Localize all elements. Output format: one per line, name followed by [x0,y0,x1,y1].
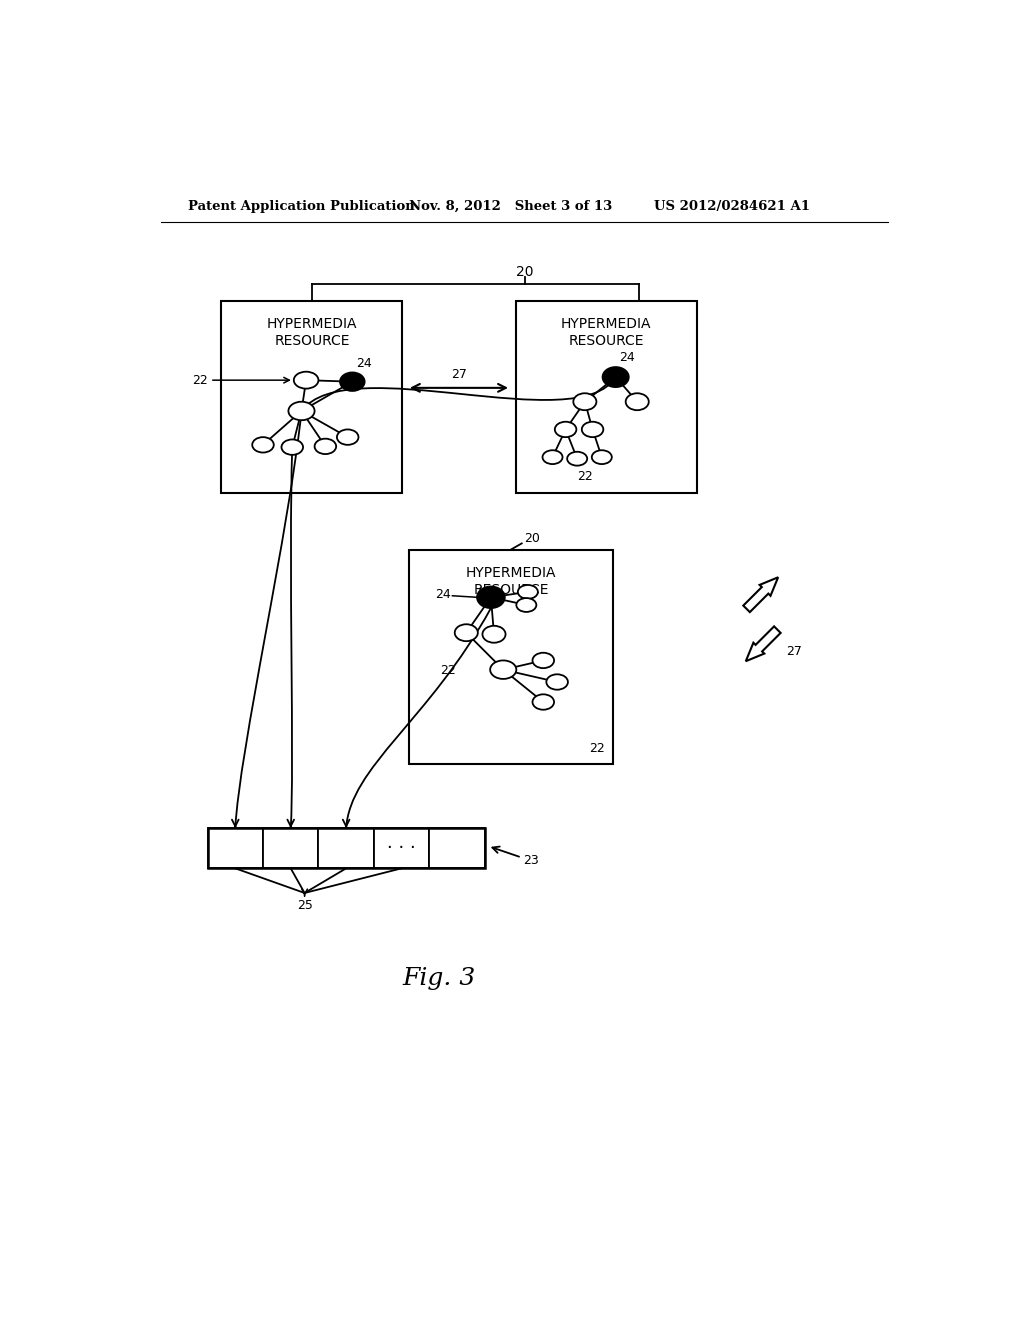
Text: 23: 23 [523,854,539,867]
Text: 25: 25 [297,899,312,912]
Text: 24: 24 [620,351,635,364]
Text: 27: 27 [786,644,802,657]
Polygon shape [745,627,780,661]
Ellipse shape [547,675,568,689]
Text: 20: 20 [524,532,541,545]
Text: 20: 20 [516,265,534,280]
Text: Nov. 8, 2012   Sheet 3 of 13: Nov. 8, 2012 Sheet 3 of 13 [410,199,612,213]
Ellipse shape [532,694,554,710]
Ellipse shape [592,450,611,465]
Ellipse shape [294,372,318,388]
Text: US 2012/0284621 A1: US 2012/0284621 A1 [654,199,810,213]
Ellipse shape [477,586,505,609]
Bar [221,301,402,494]
Ellipse shape [555,422,577,437]
Text: 24: 24 [435,587,451,601]
Text: RESOURCE: RESOURCE [568,334,644,348]
Ellipse shape [337,429,358,445]
Ellipse shape [573,393,596,411]
Text: Fig. 3: Fig. 3 [402,968,475,990]
Bar [318,829,374,869]
Bar [208,829,484,869]
Bar [263,829,318,869]
Ellipse shape [490,660,516,678]
Ellipse shape [455,624,478,642]
Ellipse shape [314,438,336,454]
Bar [208,829,263,869]
Ellipse shape [482,626,506,643]
Ellipse shape [289,401,314,420]
Ellipse shape [518,585,538,599]
Bar [515,301,696,494]
Ellipse shape [626,393,649,411]
Bar [410,549,612,763]
Text: 24: 24 [356,356,372,370]
Text: 27: 27 [451,367,467,380]
Text: HYPERMEDIA: HYPERMEDIA [266,317,357,331]
Text: 22: 22 [191,374,208,387]
Text: · · ·: · · · [387,840,416,857]
Text: Patent Application Publication: Patent Application Publication [188,199,415,213]
Text: 22: 22 [577,470,593,483]
Ellipse shape [567,451,587,466]
Ellipse shape [602,367,629,387]
Polygon shape [743,577,778,612]
Text: 22: 22 [440,664,456,677]
Ellipse shape [252,437,273,453]
Text: 22: 22 [589,742,605,755]
Ellipse shape [582,422,603,437]
Ellipse shape [516,598,537,612]
Ellipse shape [282,440,303,455]
Bar [429,829,484,869]
Text: RESOURCE: RESOURCE [274,334,349,348]
Text: RESOURCE: RESOURCE [473,582,549,597]
Ellipse shape [340,372,365,391]
Bar [374,829,429,869]
Text: HYPERMEDIA: HYPERMEDIA [466,566,556,579]
Text: HYPERMEDIA: HYPERMEDIA [561,317,651,331]
Ellipse shape [532,653,554,668]
Ellipse shape [543,450,562,465]
